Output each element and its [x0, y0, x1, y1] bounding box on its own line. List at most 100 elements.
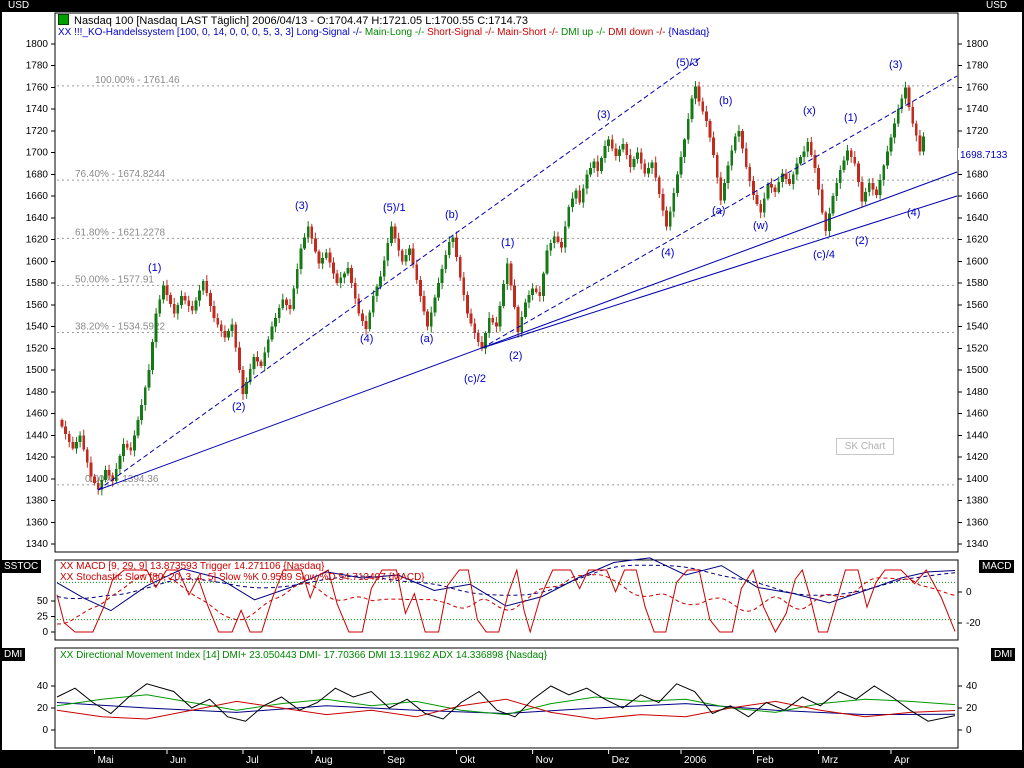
stochastic-pane	[54, 559, 959, 641]
candle-body	[857, 163, 860, 183]
fib-label: 61.80% - 1621.2278	[75, 227, 166, 238]
last-price-label: 1698.7133	[960, 150, 1008, 161]
candle-body	[542, 273, 545, 297]
candle-body	[904, 87, 907, 99]
candle-body	[190, 305, 194, 311]
candle-body	[846, 150, 849, 161]
candle-body	[871, 183, 875, 190]
candle-body	[172, 303, 176, 314]
candle-body	[180, 296, 183, 305]
candle-body	[444, 254, 448, 270]
candle-body	[676, 174, 679, 193]
dmi-axis-label: 20	[37, 703, 49, 714]
candle-body	[151, 341, 154, 371]
candle-body	[96, 483, 100, 490]
y-axis-label: 1380	[26, 496, 49, 507]
candle-body	[531, 288, 534, 296]
wave-label: (c)/2	[464, 373, 486, 385]
candle-body	[263, 352, 267, 366]
candle-body	[893, 123, 896, 138]
candle-body	[498, 305, 502, 327]
candle-body	[860, 182, 864, 202]
candle-body	[690, 98, 694, 120]
candle-body	[82, 435, 86, 450]
candle-body	[621, 144, 625, 150]
candle-body	[495, 322, 498, 327]
y-axis-label: 1460	[966, 409, 989, 420]
y-axis-label: 1680	[26, 169, 49, 180]
trend-line-solid	[97, 171, 958, 491]
y-axis-label: 1600	[26, 256, 49, 267]
candle-body	[523, 302, 527, 317]
candle-body	[447, 241, 451, 255]
candle-body	[317, 251, 321, 264]
y-axis-label: 1640	[966, 213, 989, 224]
candle-body	[223, 330, 227, 338]
y-axis-label: 1400	[26, 474, 49, 485]
system-line-segment: XX !!!_KO-Handelssystem [100, 0, 14, 0, …	[58, 27, 365, 38]
candle-body	[560, 241, 563, 248]
bottom-axis-bar	[0, 750, 1024, 768]
wave-label: (x)	[803, 105, 816, 117]
stoch-d-line	[56, 573, 956, 625]
candle-body	[176, 304, 180, 314]
candle-body	[67, 434, 71, 442]
candle-body	[466, 295, 469, 314]
candle-body	[241, 370, 245, 395]
candle-body	[628, 154, 632, 167]
trend-line-dashed	[481, 75, 958, 349]
wave-label: (5)/1	[383, 202, 406, 214]
trend-line-solid	[481, 195, 958, 349]
candle-body	[252, 357, 256, 370]
wave-label: (3)	[597, 109, 610, 121]
candle-body	[147, 370, 151, 388]
x-axis-month-label: Feb	[756, 755, 774, 766]
candle-body	[748, 166, 752, 181]
y-axis-label: 1620	[26, 235, 49, 246]
wave-label: (2)	[855, 235, 868, 247]
y-axis-label: 1360	[26, 517, 49, 528]
candle-body	[292, 288, 296, 310]
candle-body	[346, 267, 350, 274]
candle-body	[918, 135, 922, 152]
candle-body	[310, 226, 314, 239]
candle-body	[350, 267, 353, 284]
candle-body	[715, 154, 719, 178]
candle-body	[654, 162, 658, 178]
candle-body	[71, 441, 75, 449]
candle-body	[216, 317, 220, 325]
candle-body	[397, 238, 401, 251]
candle-body	[259, 361, 263, 366]
candle-body	[248, 369, 252, 383]
system-line-segment: Short-Signal -/-	[427, 27, 498, 38]
y-axis-label: 1780	[26, 61, 49, 72]
y-axis-label: 1480	[966, 387, 989, 398]
candle-body	[230, 324, 234, 331]
y-axis-label: 1660	[26, 191, 49, 202]
dmi-axis-label: 40	[966, 681, 978, 692]
y-axis-label: 1800	[26, 39, 49, 50]
candle-body	[770, 184, 773, 188]
candle-body	[390, 226, 393, 243]
candle-body	[694, 86, 697, 99]
candle-body	[563, 226, 567, 248]
candle-body	[353, 283, 357, 299]
candle-body	[922, 136, 925, 152]
candle-body	[647, 167, 650, 174]
y-axis-label: 1560	[966, 300, 989, 311]
candle-body	[741, 130, 744, 149]
system-line-segment: Main-Short -/-	[497, 27, 562, 38]
candle-body	[552, 236, 556, 243]
pane-label-dmi-left: DMI	[1, 648, 26, 661]
candle-body	[744, 148, 748, 167]
candle-body	[625, 144, 629, 155]
fib-label: 100.00% - 1761.46	[95, 75, 180, 86]
dmi-plus-line	[56, 694, 956, 716]
candle-body	[89, 462, 93, 477]
candle-body	[194, 300, 198, 311]
wave-label: (3)	[889, 59, 902, 71]
candle-body	[780, 173, 784, 183]
y-axis-label: 1600	[966, 256, 989, 267]
candle-body	[831, 196, 835, 214]
